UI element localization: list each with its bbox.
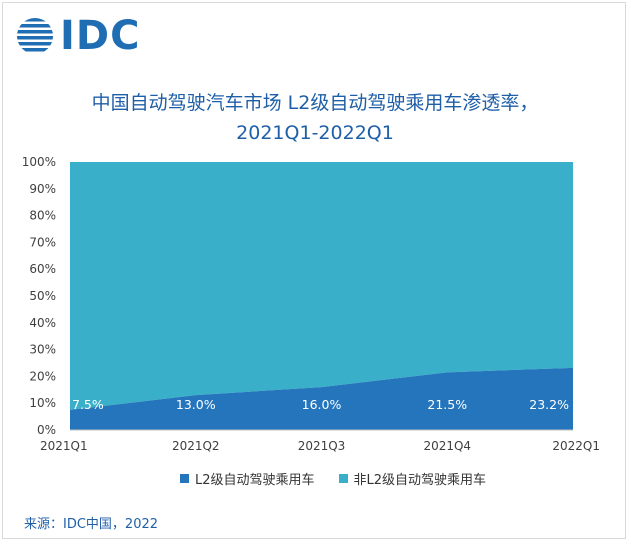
legend-label-non-l2: 非L2级自动驾驶乘用车 [353, 473, 487, 488]
y-tick-label: 40% [29, 316, 56, 330]
legend-swatch-l2 [180, 474, 189, 483]
legend: L2级自动驾驶乘用车 非L2级自动驾驶乘用车 [180, 469, 510, 488]
y-tick-label: 70% [29, 235, 56, 249]
y-tick-label: 60% [29, 262, 56, 276]
source-note: 来源：IDC中国，2022 [24, 517, 159, 532]
x-tick-label: 2021Q1 [40, 439, 88, 453]
idc-logo: IDC [16, 16, 140, 56]
logo-text: IDC [60, 13, 141, 59]
y-tick-label: 10% [29, 396, 56, 410]
y-tick-label: 0% [37, 423, 56, 437]
x-tick-label: 2021Q4 [423, 439, 471, 453]
y-tick-label: 50% [29, 289, 56, 303]
legend-label-l2: L2级自动驾驶乘用车 [195, 473, 315, 488]
data-label: 16.0% [302, 397, 342, 412]
chart-title: 中国自动驾驶汽车市场 L2级自动驾驶乘用车渗透率， [91, 92, 539, 114]
y-tick-label: 80% [29, 209, 56, 223]
legend-item-l2: L2级自动驾驶乘用车 [180, 469, 315, 488]
legend-item-non-l2: 非L2级自动驾驶乘用车 [338, 469, 487, 488]
area-series-l2 [70, 367, 573, 430]
data-label: 23.2% [529, 397, 569, 412]
data-label: 13.0% [176, 397, 216, 412]
chart-subtitle: 2021Q1-2022Q1 [236, 122, 394, 144]
globe-icon [17, 18, 53, 52]
data-label: 7.5% [72, 397, 104, 412]
legend-swatch-non-l2 [338, 474, 348, 483]
x-tick-label: 2021Q3 [298, 439, 346, 453]
chart-frame [2, 2, 626, 539]
x-tick-label: 2022Q1 [552, 439, 600, 453]
y-tick-label: 30% [29, 343, 56, 357]
x-tick-label: 2021Q2 [172, 439, 220, 453]
y-tick-label: 20% [29, 369, 56, 383]
data-label: 21.5% [427, 397, 467, 412]
area-series-non-l2 [70, 162, 573, 410]
y-tick-label: 90% [29, 182, 56, 196]
y-tick-label: 100% [22, 155, 56, 169]
